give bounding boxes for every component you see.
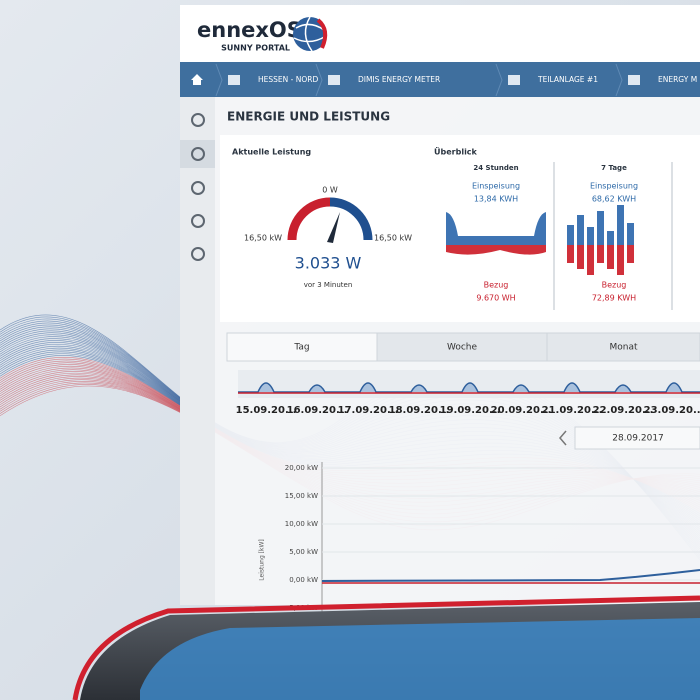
feed-bar: [607, 231, 614, 245]
draw-bar: [597, 245, 604, 263]
tab-label[interactable]: Woche: [447, 343, 478, 353]
sidebar-icon[interactable]: [191, 147, 205, 161]
feed-value: 13,84 KWH: [474, 195, 518, 204]
axis-label: Leistung [kW]: [259, 539, 266, 580]
y-tick-label: 15,00 kW: [285, 492, 318, 500]
sidebar: [180, 97, 215, 605]
sub-logo: SUNNY PORTAL: [221, 44, 290, 53]
separator: [495, 63, 503, 97]
date-label[interactable]: 20.09.20...: [491, 405, 552, 416]
gauge-right: 16,50 kW: [374, 234, 412, 243]
y-tick-label: 0,00 kW: [289, 576, 318, 584]
feed-area: [446, 212, 546, 245]
draw-bar: [607, 245, 614, 269]
nav-icon[interactable]: [228, 75, 240, 85]
feed-value: 68,62 KWH: [592, 195, 636, 204]
gauge-red: [287, 197, 331, 241]
nav-icon[interactable]: [328, 75, 340, 85]
feed-bar: [577, 215, 584, 245]
needle: [327, 212, 340, 243]
timeline: 15.09.20...16.09.20...17.09.20...18.09.2…: [236, 370, 700, 450]
draw-value: 72,89 KWH: [592, 294, 636, 303]
feed-label: Einspeisung: [590, 182, 638, 191]
sidebar-icon[interactable]: [191, 113, 205, 127]
date-label[interactable]: 16.09.20...: [287, 405, 348, 416]
label: Aktuelle Leistung: [232, 148, 311, 157]
gauge: Aktuelle Leistung 0 W 16,50 kW 16,50 kW 3.03…: [232, 148, 412, 290]
globe-accent: [316, 18, 328, 49]
tab[interactable]: [376, 332, 548, 362]
breadcrumb-item[interactable]: DIMIS ENERGY METER: [358, 75, 440, 84]
date-box[interactable]: [574, 426, 700, 450]
tab[interactable]: [546, 332, 700, 362]
overview: Überblick 24 Stunden Einspeisung 13,84 KWH B…: [434, 147, 673, 310]
active-item: [180, 140, 215, 168]
date-label[interactable]: 15.09.20...: [236, 405, 297, 416]
y-tick-label: 10,00 kW: [285, 520, 318, 528]
draw-area: [446, 245, 546, 255]
draw-bar: [577, 245, 584, 269]
period: 7 Tage: [601, 164, 627, 172]
period: 24 Stunden: [473, 164, 518, 172]
tablet-edge: [72, 595, 700, 700]
header-bar: [180, 5, 700, 62]
nav-icon[interactable]: [508, 75, 520, 85]
draw-bar: [567, 245, 574, 263]
draw-label: Bezug: [484, 281, 509, 290]
home-icon[interactable]: [191, 74, 203, 85]
timeline-spark: [238, 382, 700, 393]
prev-arrow[interactable]: [559, 430, 567, 446]
breadcrumb-item[interactable]: TEILANLAGE #1: [537, 75, 598, 84]
gauge-top: 0 W: [322, 186, 338, 195]
tabs: Tag Woche Monat: [226, 332, 700, 362]
separator: [315, 63, 323, 97]
sidebar-icon[interactable]: [191, 247, 205, 261]
tab-label[interactable]: Tag: [293, 343, 309, 353]
draw-label: Bezug: [602, 281, 627, 290]
date-label[interactable]: 18.09.20...: [389, 405, 450, 416]
feed-bar: [617, 205, 624, 245]
feed-line: [321, 569, 700, 582]
label: Überblick: [434, 147, 478, 157]
gauge-blue: [329, 197, 373, 241]
y-tick-label: 5,00 kW: [289, 548, 318, 556]
timestamp: vor 3 Minuten: [304, 281, 353, 289]
date-label[interactable]: 21.09.20...: [542, 405, 603, 416]
date-label[interactable]: 17.09.20...: [338, 405, 399, 416]
breadcrumb-item[interactable]: HESSEN - NORD: [258, 75, 318, 84]
power-value: 3.033 W: [295, 254, 362, 273]
nav-icon[interactable]: [628, 75, 640, 85]
gauge-left: 16,50 kW: [244, 234, 282, 243]
draw-bar: [617, 245, 624, 275]
draw-bar: [627, 245, 634, 263]
tablet-screen: [140, 618, 700, 700]
date-label[interactable]: 22.09.20...: [593, 405, 654, 416]
date-label[interactable]: 19.09.20...: [440, 405, 501, 416]
y-tick-label: 20,00 kW: [285, 464, 318, 472]
sidebar-icon[interactable]: [191, 214, 205, 228]
sidebar-icon[interactable]: [191, 181, 205, 195]
breadcrumb: HESSEN - NORD DIMIS ENERGY METER TEILANLAG…: [191, 63, 697, 97]
date-label[interactable]: 23.09.20...: [644, 405, 700, 416]
nav-bar: [180, 62, 700, 97]
feed-label: Einspeisung: [472, 182, 520, 191]
draw-bar: [587, 245, 594, 275]
feed-bar: [597, 211, 604, 245]
feed-bar: [627, 223, 634, 245]
separator: [215, 63, 223, 97]
logo: ennexOS: [197, 18, 302, 42]
separator: [615, 63, 623, 97]
page-title: ENERGIE UND LEISTUNG: [227, 110, 390, 124]
date-picker[interactable]: 28.09.2017: [612, 434, 664, 444]
feed-bar: [587, 227, 594, 245]
feed-bar: [567, 225, 574, 245]
sidebar-icons: [180, 113, 215, 261]
breadcrumb-item[interactable]: ENERGY M: [658, 75, 697, 84]
tab-label[interactable]: Monat: [609, 343, 637, 353]
draw-value: 9.670 WH: [476, 294, 515, 303]
